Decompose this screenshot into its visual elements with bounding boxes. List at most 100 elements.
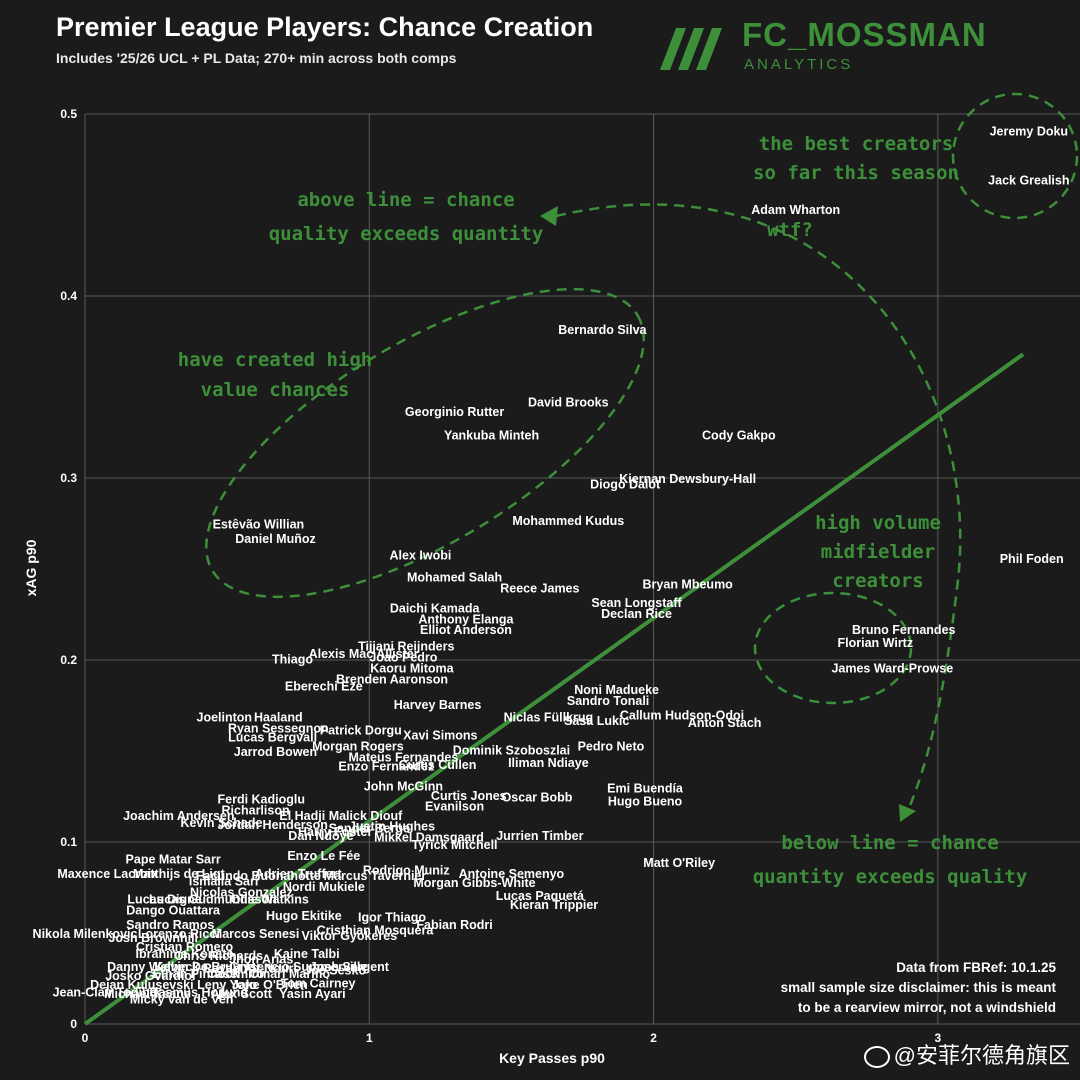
player-label: Casemiro [207, 967, 264, 981]
player-label: Anthony Elanga [418, 612, 514, 626]
player-label: Enzo Le Fée [287, 849, 360, 863]
player-label: Curtis Jones [431, 789, 507, 803]
player-label: Marcos Senesi [212, 927, 300, 941]
player-label: Jeremy Doku [990, 124, 1069, 138]
player-label: Omari Marmo [249, 967, 330, 981]
arrow-head-up-icon [540, 206, 558, 226]
player-label: Mohamed Salah [407, 570, 502, 584]
player-label: Joachim Andersen [123, 809, 234, 823]
top-creators-ellipse [951, 92, 1079, 220]
player-label: Michael Keane [104, 987, 191, 1001]
player-label: Diogo Dalot [590, 478, 661, 492]
player-label: Ollie Watkins [231, 893, 309, 907]
player-label: Yankuba Minteh [444, 428, 539, 442]
player-label: Ibrahima Konate [136, 947, 234, 961]
player-label: Chris Richards [174, 949, 263, 963]
player-label: Harry Foster [298, 825, 372, 839]
player-label: Daniel Muñoz [235, 532, 316, 546]
player-label: Alexis Mac Allister [309, 647, 419, 661]
chart-subtitle: Includes '25/26 UCL + PL Data; 270+ min … [56, 50, 457, 66]
player-label: Niclas Füllkrug [504, 711, 594, 725]
player-label: Dan Ndoye [288, 829, 353, 843]
player-label: Mateus Fernandes [349, 751, 459, 765]
player-label: Nicolas Gonzalez [190, 885, 293, 899]
annotation-text: above line = chance quality exceeds quant… [269, 189, 544, 245]
player-label: Iliman Ndiaye [508, 756, 589, 770]
player-label: Adrien Truffert [255, 867, 343, 881]
annotation-text: high volume midfielder creators [815, 512, 941, 592]
x-tick-label: 3 [935, 1031, 942, 1045]
player-label: Florian Wirtz [838, 636, 914, 650]
player-label: Leny Yoro [197, 978, 257, 992]
player-label: Daichi Kamada [390, 601, 481, 615]
brand-logo: FC_MOSSMAN ANALYTICS [656, 16, 1056, 78]
player-label: Lucas Bergvall [228, 731, 317, 745]
player-label: Matthijs de Ligt [133, 867, 226, 881]
player-label: Antoine Semenyo [459, 867, 565, 881]
x-tick-label: 2 [650, 1031, 657, 1045]
disclaimer-line-2: to be a rearview mirror, not a windshiel… [797, 1000, 1056, 1015]
watermark-text: @安菲尔德角旗区 [893, 1043, 1070, 1068]
player-label: Ethan Pinnock [152, 967, 239, 981]
source-line: Data from FBRef: 10.1.25 [896, 960, 1056, 975]
player-label: Kevin De Bruyne [154, 960, 254, 974]
player-label: Evanilson [425, 800, 484, 814]
annotation-shapes [205, 92, 1079, 822]
player-label: Morgan Gibbs-White [413, 876, 535, 890]
player-label: Sandro Tonali [567, 694, 649, 708]
player-label: Dejan Kulusevski [90, 978, 194, 992]
player-label: Morgan Rogers [312, 740, 404, 754]
player-label: Facundo Buonanotte [196, 869, 321, 883]
player-label: James Ward-Prowse [831, 661, 953, 675]
player-label: Oscar Bobb [502, 791, 573, 805]
player-label: Kevin Schade [180, 816, 262, 830]
player-label: Sean Longstaff [591, 596, 682, 610]
y-axis-title: xAG p90 [23, 539, 39, 596]
player-label: Eberechi Eze [285, 680, 363, 694]
player-label: Alex Iwobi [390, 549, 452, 563]
player-label: Noni Madueke [574, 683, 659, 697]
annotation-text: the best creators so far this season [753, 133, 959, 184]
high-volume-ellipse [753, 591, 913, 705]
chart-title: Premier League Players: Chance Creation [56, 12, 594, 42]
y-tick-label: 0.5 [60, 107, 77, 121]
player-label: Josh Brownhill [108, 931, 198, 945]
player-label: Micky van de Ven [130, 993, 234, 1007]
player-label: Rodrigo Muniz [363, 863, 450, 877]
grid [84, 113, 1080, 1025]
player-label: Ferdi Kadioglu [218, 792, 306, 806]
player-label: Georginio Rutter [405, 405, 504, 419]
player-label: Pedro Neto [578, 740, 645, 754]
player-label: Adam Wharton [751, 203, 840, 217]
arrow-head-down-icon [899, 804, 916, 822]
logo-sub-text: ANALYTICS [744, 56, 854, 73]
player-label: Rayan Ait-Nouri [203, 962, 297, 976]
player-label: Josko Gvardiol [105, 969, 195, 983]
x-tick-label: 0 [82, 1031, 89, 1045]
player-label: Bryan Mbeumo [643, 578, 734, 592]
weibo-icon [863, 1046, 890, 1069]
player-label: Estêvão Willian [213, 518, 305, 532]
player-label: Elliot Anderson [420, 623, 512, 637]
player-label: Kaoru Mitoma [370, 661, 454, 675]
player-label: Ismaila Sarr [189, 874, 260, 888]
player-label: Harvey Barnes [394, 698, 482, 712]
player-label: Cody Gakpo [702, 428, 776, 442]
player-label: Jake O'Brien [232, 978, 308, 992]
player-label: Crysencio Summerville [229, 960, 367, 974]
player-label: Pape Matar Sarr [126, 852, 221, 866]
player-label: Lucas Gudmundsson [149, 893, 277, 907]
player-label: Fabian Rodri [416, 918, 492, 932]
player-label: Rasmus Hojlund [149, 985, 248, 999]
player-label: Kiernan Dewsbury-Hall [619, 472, 756, 486]
player-label: Dango Ouattara [126, 903, 221, 917]
player-label: Dominik Szoboszlai [453, 743, 570, 757]
player-label: Nikola Milenkovic [33, 927, 138, 941]
player-label: Enzo Fernandez [338, 760, 434, 774]
player-label: Nordi Mukiele [283, 880, 365, 894]
player-label: Sander Berge [329, 822, 410, 836]
player-label: Richarlison [222, 803, 290, 817]
player-label: Mikkel Damsgaard [374, 831, 484, 845]
annotation-text: wtf? [767, 219, 813, 241]
annotation-text: below line = chance quantity exceeds qual… [753, 832, 1028, 888]
